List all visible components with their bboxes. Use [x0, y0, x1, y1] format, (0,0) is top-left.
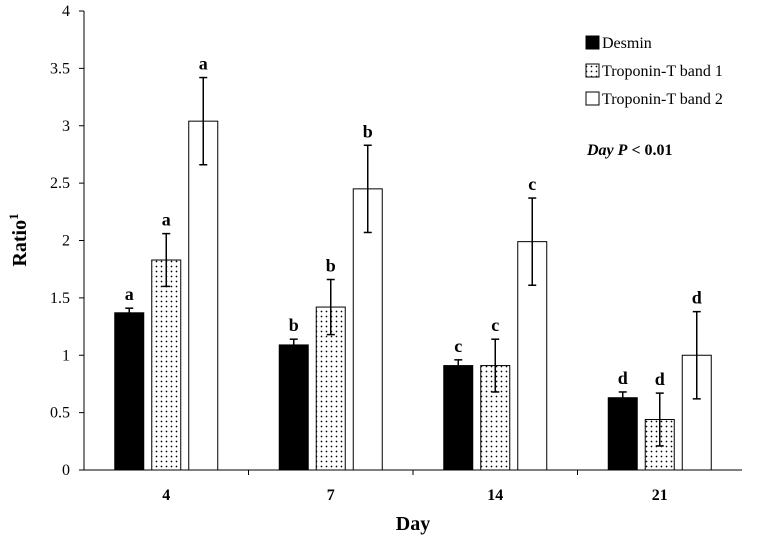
significance-letter: c [491, 315, 499, 335]
y-tick-label: 0 [62, 462, 70, 479]
significance-letter: a [125, 284, 134, 304]
significance-letter: b [289, 315, 299, 335]
y-tick-label: 0.5 [50, 405, 70, 422]
bar-desmin-day-14 [443, 365, 474, 471]
y-tick-label: 3 [62, 118, 70, 135]
significance-letter: b [363, 121, 373, 141]
significance-letter: c [528, 174, 536, 194]
significance-letter: c [454, 336, 462, 356]
y-axis-title: Ratio1 [6, 213, 31, 266]
significance-letter: a [162, 210, 171, 230]
x-axis-ticks: 4 7 14 21 [162, 470, 668, 504]
legend-swatch [585, 91, 600, 106]
annotation-suffix: < 0.01 [627, 142, 672, 159]
significance-letter: d [692, 288, 702, 308]
significance-letter-group: a a a b b b c c c d d d [125, 54, 702, 390]
significance-letter: d [655, 369, 665, 389]
bar-desmin-day-7 [278, 344, 309, 471]
y-tick-label: 2.5 [50, 175, 70, 192]
legend: Desmin Troponin-T band 1 Troponin-T band 2 [585, 35, 723, 108]
y-tick-label: 2 [62, 233, 70, 250]
annotation-prefix: Day [586, 142, 618, 159]
bar-troponin-t-band-1-day-4 [151, 259, 182, 471]
significance-letter: b [326, 256, 336, 276]
x-tick-label: 7 [327, 487, 335, 504]
bar-troponin-t-band-2-day-7 [352, 188, 383, 471]
y-tick-label: 3.5 [50, 60, 70, 77]
annotation-p-symbol: P [617, 142, 628, 159]
y-axis-ticks: 0 0.5 1 1.5 2 2.5 3 3.5 4 [50, 3, 84, 479]
legend-label: Troponin-T band 2 [602, 91, 723, 108]
significance-letter: a [199, 54, 208, 74]
legend-label: Troponin-T band 1 [602, 63, 723, 80]
y-axis-title-superscript: 1 [6, 213, 21, 220]
y-axis-title-text: Ratio [9, 220, 31, 267]
legend-label: Desmin [602, 35, 652, 52]
x-tick-label: 4 [162, 487, 170, 504]
error-bar-group [125, 76, 701, 447]
bar-desmin-day-4 [114, 312, 145, 471]
x-axis-title: Day [396, 513, 430, 535]
x-tick-label: 14 [487, 487, 503, 504]
y-tick-label: 4 [62, 3, 70, 20]
legend-swatch [585, 63, 600, 78]
legend-swatch [585, 35, 600, 50]
x-tick-label: 21 [652, 487, 668, 504]
y-tick-label: 1 [62, 347, 70, 364]
bar-troponin-t-band-2-day-4 [188, 120, 219, 471]
bar-desmin-day-21 [607, 397, 638, 471]
y-tick-label: 1.5 [50, 290, 70, 307]
significance-annotation: Day P < 0.01 [586, 142, 673, 159]
bar-group [114, 120, 712, 471]
significance-letter: d [618, 368, 628, 388]
